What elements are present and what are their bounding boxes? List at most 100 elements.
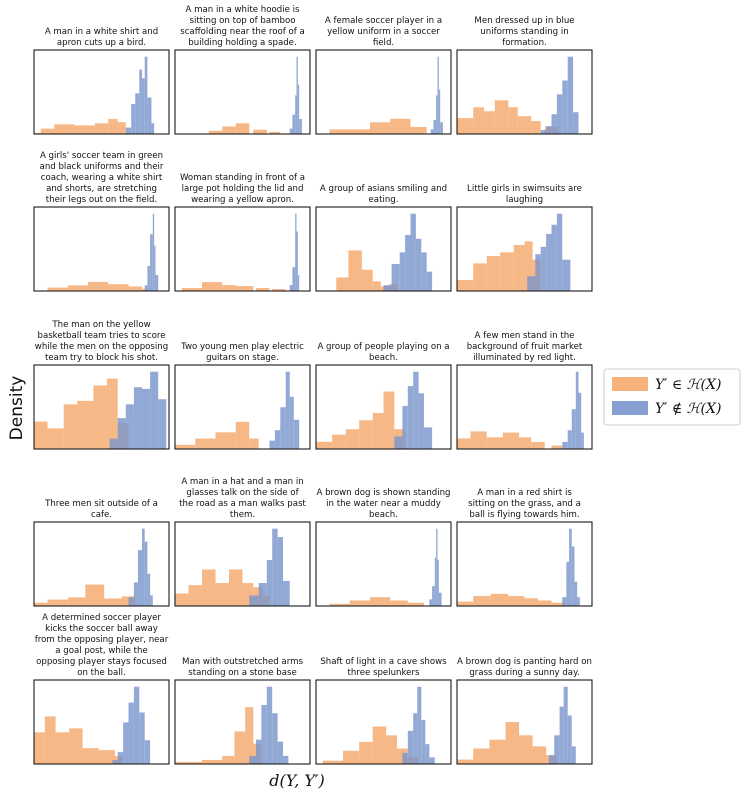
histogram-bar bbox=[266, 560, 273, 606]
histogram-bar bbox=[359, 420, 373, 449]
histogram-bar bbox=[349, 600, 370, 606]
panel-title-line: wearing a yellow apron. bbox=[191, 195, 294, 205]
histogram-bar bbox=[133, 582, 138, 606]
histogram-bar bbox=[137, 550, 142, 606]
legend-swatch-not-in-set bbox=[612, 401, 648, 415]
histogram-bar bbox=[489, 739, 506, 764]
panel-frame bbox=[456, 206, 593, 292]
panel-title-line: cafe. bbox=[91, 510, 112, 520]
histogram-bar bbox=[399, 252, 406, 291]
histogram-bar bbox=[112, 760, 118, 764]
histogram-bar bbox=[390, 118, 411, 134]
panel-title-line: large pot holding the lid and bbox=[182, 184, 304, 194]
histogram-bar bbox=[457, 601, 474, 606]
histogram-bar bbox=[578, 392, 582, 449]
histogram-bar bbox=[434, 557, 437, 606]
histogram-bar bbox=[567, 715, 572, 764]
histogram-bar bbox=[274, 430, 281, 449]
histogram-bar bbox=[575, 371, 579, 449]
histogram-bar bbox=[128, 597, 134, 606]
histogram-bar bbox=[440, 122, 443, 134]
panel-title-line: field. bbox=[373, 38, 394, 48]
x-axis-label: d(Y, Y′) bbox=[269, 771, 325, 790]
histogram-bar bbox=[484, 111, 495, 134]
histogram-bar bbox=[175, 444, 196, 449]
histogram-bar bbox=[457, 279, 474, 291]
histogram-bar bbox=[348, 250, 362, 291]
histogram-bar bbox=[69, 728, 83, 764]
panel-title-line: A brown dog is shown standing bbox=[316, 488, 450, 498]
panel-frame bbox=[33, 679, 170, 765]
panel-title-line: Two young men play electric bbox=[180, 342, 304, 352]
panel-title-line: ball is flying towards him. bbox=[469, 510, 579, 520]
panel-title-line: A man in a red shirt is bbox=[477, 488, 572, 498]
histogram-bar bbox=[67, 285, 88, 291]
histogram-bar bbox=[215, 583, 229, 606]
panel-title-line: A man in a white shirt and bbox=[45, 27, 158, 37]
histogram-bar bbox=[508, 596, 525, 606]
panel-frame bbox=[33, 206, 170, 292]
histogram-bar bbox=[413, 371, 419, 449]
histogram-bar bbox=[508, 107, 518, 134]
histogram-bar bbox=[571, 409, 576, 449]
histogram-bar bbox=[505, 722, 520, 764]
histogram-bar bbox=[559, 706, 564, 764]
panel-title-line: Man with outstretched arms bbox=[182, 657, 303, 667]
histogram-bar bbox=[540, 246, 547, 291]
histogram-bar bbox=[473, 596, 491, 606]
histogram-bar bbox=[144, 56, 148, 134]
histogram-bar bbox=[343, 750, 360, 764]
histogram-bar bbox=[573, 112, 579, 134]
panel-title-line: coach, wearing a white shirt bbox=[41, 173, 163, 183]
panel-title-line: in the water near a muddy bbox=[326, 499, 441, 509]
histogram-bar bbox=[438, 89, 441, 134]
histogram-bar bbox=[142, 78, 145, 134]
histogram-bar bbox=[144, 285, 148, 291]
histogram-bar bbox=[256, 739, 262, 764]
panel-title-line: A group of asians smiling and bbox=[320, 184, 447, 194]
histogram-bar bbox=[139, 69, 142, 134]
panel-frame bbox=[456, 521, 593, 607]
histogram-bar bbox=[535, 254, 541, 291]
histogram-bar bbox=[297, 275, 300, 291]
panel-title-line: basketball team tries to score bbox=[37, 331, 165, 341]
histogram-bar bbox=[421, 252, 427, 291]
histogram-bar bbox=[513, 245, 525, 291]
panel-frame bbox=[174, 364, 311, 450]
histogram-bar bbox=[562, 80, 568, 134]
histogram-bar bbox=[410, 126, 427, 134]
histogram-bar bbox=[188, 585, 202, 606]
histogram-bar bbox=[44, 716, 56, 764]
panel-title-line: eating. bbox=[369, 195, 399, 205]
histogram-bar bbox=[486, 256, 501, 291]
histogram-bar bbox=[283, 755, 289, 764]
histogram-bar bbox=[402, 405, 408, 449]
panel-frame bbox=[456, 49, 593, 135]
histogram-bar bbox=[208, 130, 223, 134]
histogram-bar bbox=[293, 419, 300, 449]
panel-title-line: building holding a spade. bbox=[188, 38, 296, 48]
panel-title-line: A man in a white hoodie is bbox=[186, 5, 300, 15]
histogram-bar bbox=[581, 432, 584, 449]
histogram-bar bbox=[372, 726, 387, 764]
histogram-bar bbox=[473, 107, 484, 134]
histogram-bar bbox=[202, 759, 223, 764]
histogram-bar bbox=[502, 432, 520, 449]
panel-title-line: The man on the yellow bbox=[51, 320, 150, 330]
histogram-bar bbox=[98, 750, 115, 764]
histogram-bar bbox=[155, 275, 159, 291]
histogram-bar bbox=[519, 735, 533, 764]
panel-title-line: sitting on top of bamboo bbox=[190, 16, 296, 26]
histogram-bar bbox=[47, 287, 68, 291]
histogram-bar bbox=[551, 602, 565, 606]
histogram-bar bbox=[82, 748, 99, 764]
histogram-bar bbox=[527, 276, 536, 291]
histogram-bar bbox=[195, 438, 216, 449]
